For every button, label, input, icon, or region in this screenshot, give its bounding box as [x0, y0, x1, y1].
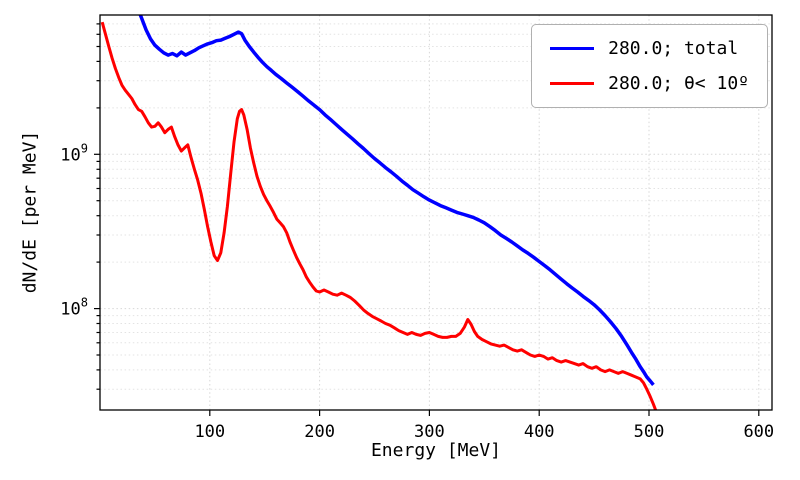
svg-text:100: 100	[194, 422, 225, 442]
svg-text:400: 400	[524, 422, 555, 442]
tick-labels: 100 200 300 400 500 600 108 109	[60, 141, 774, 442]
svg-text:200: 200	[304, 422, 335, 442]
series-line-0	[138, 15, 655, 386]
legend-line-theta	[550, 82, 595, 85]
data-series	[100, 15, 658, 410]
axis-ticks	[94, 23, 760, 416]
legend: 280.0; total 280.0; θ< 10º	[531, 24, 768, 108]
plot-border	[99, 14, 773, 411]
legend-item-theta: 280.0; θ< 10º	[550, 73, 749, 94]
svg-text:109: 109	[60, 141, 88, 165]
legend-label-theta: 280.0; θ< 10º	[608, 73, 749, 94]
svg-text:108: 108	[60, 296, 88, 320]
legend-line-total	[550, 46, 595, 51]
legend-item-total: 280.0; total	[550, 38, 749, 59]
svg-text:300: 300	[414, 422, 445, 442]
series-line-1	[100, 21, 658, 410]
legend-label-total: 280.0; total	[608, 38, 739, 59]
y-axis-label: dN/dE [per MeV]	[19, 130, 41, 294]
svg-text:600: 600	[743, 422, 774, 442]
svg-text:500: 500	[634, 422, 665, 442]
x-axis-label: Energy [MeV]	[370, 440, 502, 461]
